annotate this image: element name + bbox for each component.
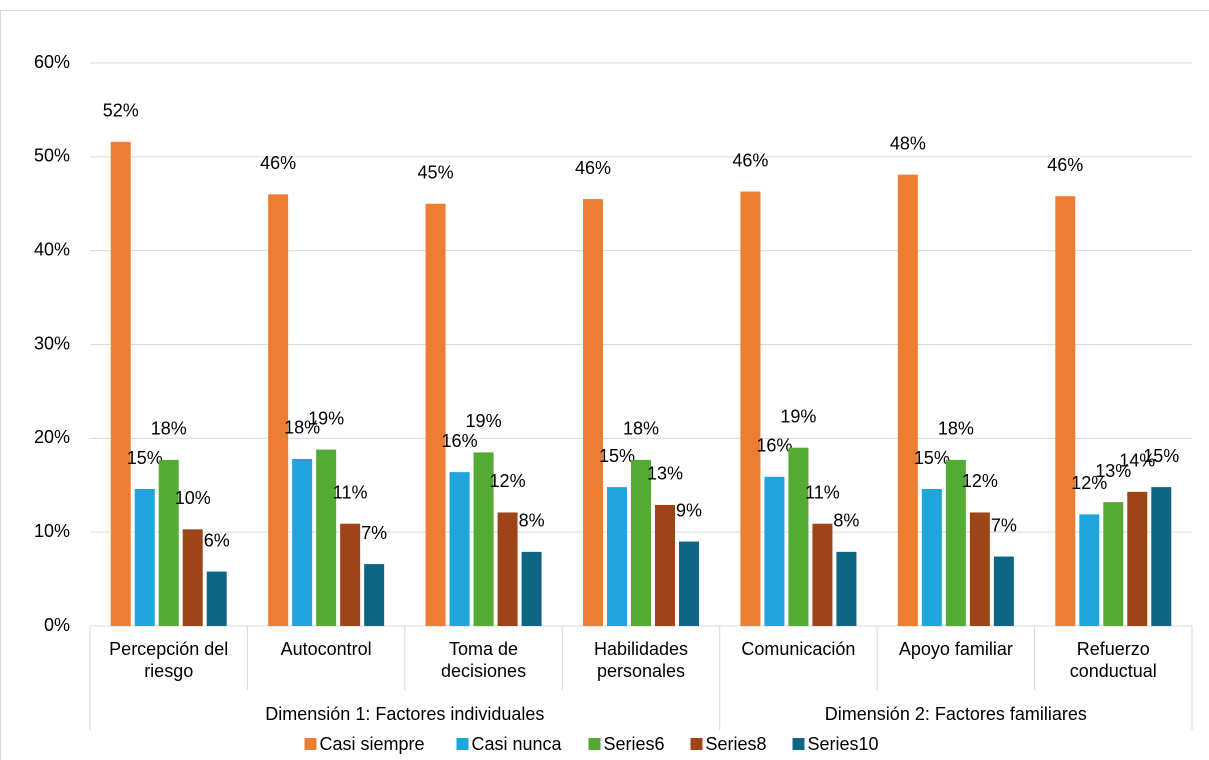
bar — [812, 523, 833, 626]
y-tick-label: 60% — [34, 52, 70, 72]
bar — [473, 452, 494, 626]
data-label: 46% — [260, 153, 296, 173]
data-label: 18% — [284, 418, 320, 438]
data-label: 18% — [151, 419, 187, 439]
legend-label: Casi nunca — [472, 734, 563, 754]
bar — [134, 489, 155, 626]
y-tick-label: 10% — [34, 521, 70, 541]
bar — [340, 523, 361, 626]
data-label: 14% — [1119, 451, 1155, 471]
y-tick-label: 50% — [34, 146, 70, 166]
data-label: 45% — [418, 163, 454, 183]
data-label: 46% — [1047, 155, 1083, 175]
data-label: 11% — [333, 482, 368, 502]
bar — [292, 458, 313, 626]
bar — [740, 191, 761, 626]
bar — [921, 489, 942, 626]
data-label: 18% — [938, 419, 974, 439]
data-label: 19% — [466, 411, 502, 431]
data-label: 16% — [756, 436, 792, 456]
data-label: 12% — [490, 471, 526, 491]
bar — [836, 551, 857, 626]
legend-label: Series10 — [808, 734, 879, 754]
y-tick-label: 40% — [34, 239, 70, 259]
data-label: 7% — [361, 523, 387, 543]
data-label: 6% — [204, 530, 230, 550]
data-label: 19% — [308, 408, 344, 428]
legend-swatch — [690, 738, 703, 750]
x-tick-label: Apoyo familiar — [898, 639, 1013, 659]
data-label: 18% — [623, 419, 659, 439]
legend-swatch — [304, 738, 317, 750]
legend-swatch — [792, 738, 805, 750]
bar — [897, 174, 918, 626]
chart-border — [0, 10, 1209, 760]
x-tick-label: Habilidades personales — [593, 639, 689, 681]
x-tick-label: Toma de decisiones — [441, 639, 527, 681]
legend-label: Series8 — [706, 734, 767, 754]
bar — [679, 541, 699, 626]
data-label: 19% — [780, 406, 816, 426]
data-label: 16% — [442, 431, 478, 451]
bar — [788, 447, 809, 626]
data-label: 9% — [676, 500, 702, 520]
data-label: 46% — [732, 150, 768, 170]
bar — [1055, 196, 1076, 626]
bar — [521, 551, 542, 626]
legend-label: Series6 — [604, 734, 665, 754]
bar — [1079, 514, 1100, 626]
data-label: 46% — [575, 158, 611, 178]
x-tick-label: Refuerzo conductual — [1069, 639, 1157, 681]
x-tick-label: Autocontrol — [280, 639, 372, 659]
data-label: 52% — [103, 101, 139, 121]
bar — [1103, 502, 1124, 626]
bar — [425, 203, 446, 626]
data-label: 15% — [599, 446, 635, 466]
bar — [158, 459, 179, 626]
bar — [969, 512, 990, 626]
bar — [316, 449, 337, 626]
y-tick-label: 20% — [34, 427, 70, 447]
x-tick-label: Comunicación — [741, 639, 856, 659]
bar — [1151, 487, 1172, 626]
data-label: 13% — [647, 464, 683, 484]
data-label: 8% — [833, 511, 859, 531]
data-label: 13% — [1095, 461, 1131, 481]
bar — [449, 472, 470, 626]
data-label: 15% — [127, 448, 163, 468]
group-label: Dimensión 2: Factores familiares — [825, 704, 1087, 724]
x-tick-label: Percepción del riesgo — [109, 639, 229, 681]
bar — [631, 459, 651, 626]
bar — [993, 556, 1014, 626]
bar — [607, 487, 627, 626]
group-label: Dimensión 1: Factores individuales — [265, 704, 544, 724]
bar — [497, 512, 518, 626]
y-tick-label: 30% — [34, 333, 70, 353]
data-label: 8% — [519, 511, 545, 531]
data-label: 15% — [914, 448, 950, 468]
data-label: 7% — [991, 515, 1017, 535]
data-label: 48% — [890, 133, 926, 153]
data-label: 12% — [1071, 473, 1107, 493]
bar — [1127, 491, 1148, 626]
bar — [945, 459, 966, 626]
data-label: 11% — [805, 482, 840, 502]
bar — [364, 564, 385, 626]
bar — [583, 199, 603, 626]
bar — [206, 571, 227, 626]
data-label: 12% — [962, 471, 998, 491]
data-label: 15% — [1143, 446, 1179, 466]
bar — [268, 194, 289, 626]
bar — [764, 476, 785, 626]
bar — [110, 141, 131, 626]
legend-swatch — [456, 738, 469, 750]
data-label: 10% — [175, 488, 211, 508]
bar — [182, 529, 203, 626]
y-tick-label: 0% — [44, 615, 70, 635]
bar — [655, 504, 675, 626]
legend-label: Casi siempre — [320, 734, 425, 754]
legend-swatch — [588, 738, 601, 750]
